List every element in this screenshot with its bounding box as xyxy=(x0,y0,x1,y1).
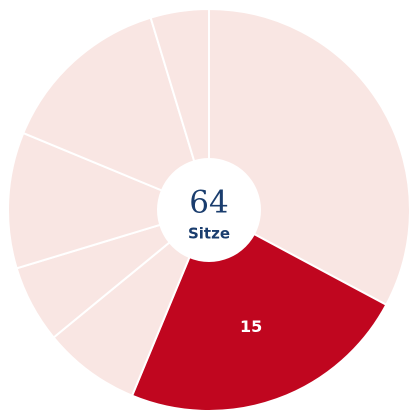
total-label: Sitze xyxy=(188,225,230,243)
slice-label: 15 xyxy=(240,317,262,336)
slice xyxy=(7,131,212,270)
total: 64 xyxy=(189,185,228,221)
slice xyxy=(52,209,210,398)
slice xyxy=(21,16,211,212)
center-hole xyxy=(157,158,261,262)
slice xyxy=(208,7,411,307)
slice xyxy=(149,7,210,211)
